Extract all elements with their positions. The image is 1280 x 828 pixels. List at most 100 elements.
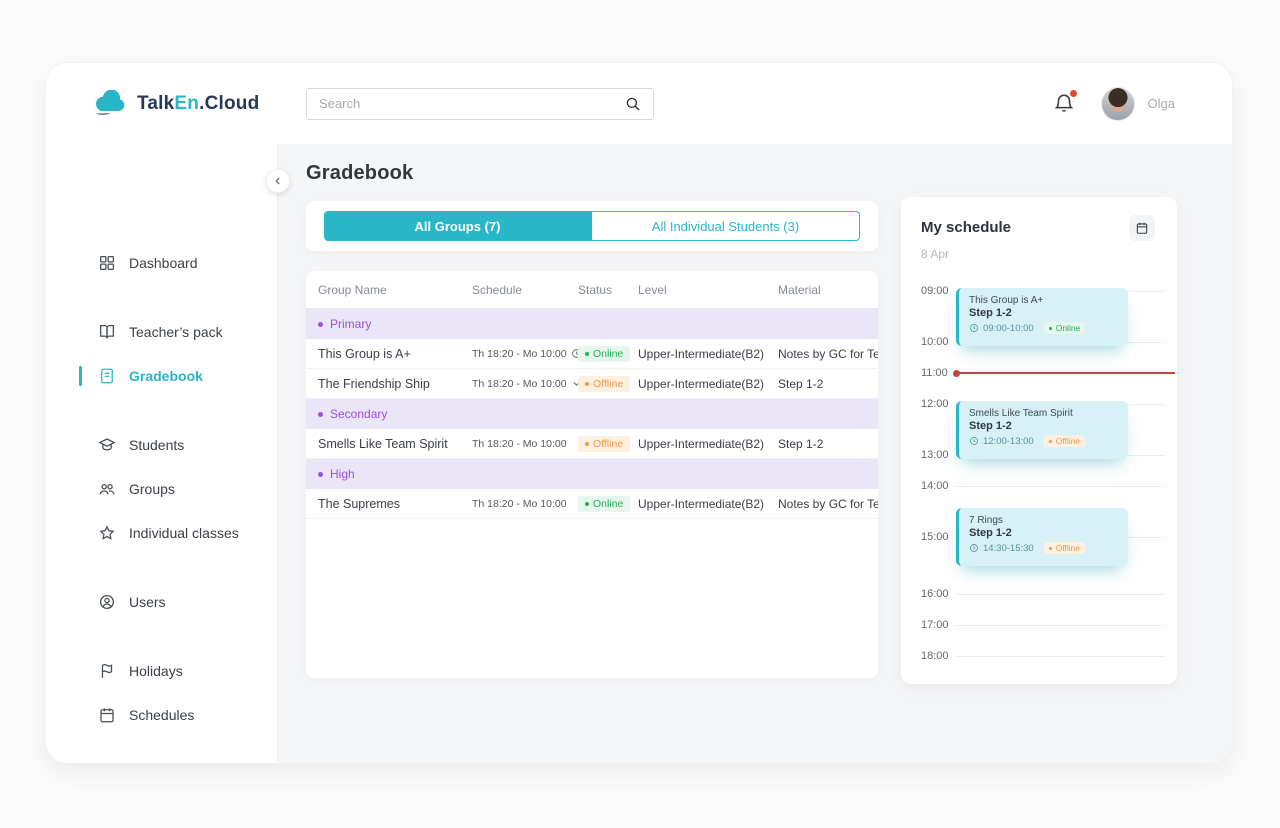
user-avatar[interactable] (1100, 86, 1135, 121)
schedule-event[interactable]: This Group is A+ Step 1-2 09:00-10:00 On… (956, 288, 1128, 346)
table-row[interactable]: The Friendship Ship Th 18:20 - Mo 10:00 … (306, 369, 878, 399)
tab-all-groups[interactable]: All Groups (7) (324, 211, 591, 241)
flag-icon (98, 662, 116, 680)
sidebar-item-label: Individual classes (129, 525, 239, 541)
event-time: 12:00-13:00 (983, 435, 1034, 447)
sidebar-item-teachers-pack[interactable]: Teacher’s pack (46, 310, 277, 354)
table-row[interactable]: Smells Like Team Spirit Th 18:20 - Mo 10… (306, 429, 878, 459)
status-badge: Offline (1043, 542, 1086, 554)
group-material: Notes by GC for Teen (778, 496, 878, 511)
sidebar-item-gradebook[interactable]: Gradebook (46, 354, 277, 398)
event-title: This Group is A+ (969, 295, 1044, 306)
people-icon (98, 480, 116, 498)
sidebar-item-schedules[interactable]: Schedules (46, 693, 277, 737)
clock-icon (969, 543, 979, 553)
section-row-secondary: Secondary (306, 399, 878, 429)
group-level: Upper-Intermediate(B2) (638, 436, 765, 451)
cloud-logo-icon (91, 90, 129, 117)
group-level: Upper-Intermediate(B2) (638, 346, 765, 361)
tab-all-individual-students[interactable]: All Individual Students (3) (591, 211, 860, 241)
notification-bell-icon[interactable] (1053, 89, 1077, 116)
event-step: Step 1-2 (969, 420, 1012, 432)
graduation-cap-icon (98, 436, 116, 454)
group-name: This Group is A+ (318, 346, 411, 361)
sidebar-item-holidays[interactable]: Holidays (46, 649, 277, 693)
page-title: Gradebook (306, 162, 414, 184)
app-window: TalkEn.Cloud Olga (45, 62, 1233, 764)
section-row-primary: Primary (306, 309, 878, 339)
schedule-date: 8 Apr (921, 247, 950, 261)
group-level: Upper-Intermediate(B2) (638, 376, 765, 391)
event-title: Smells Like Team Spirit (969, 408, 1073, 419)
group-level: Upper-Intermediate(B2) (638, 496, 765, 511)
time-line (956, 594, 1165, 595)
time-label: 16:00 (921, 588, 949, 600)
sidebar-item-label: Teacher’s pack (129, 324, 223, 340)
main-content: Gradebook All Groups (7) All Individual … (278, 144, 1232, 763)
event-step: Step 1-2 (969, 527, 1012, 539)
chevron-down-icon[interactable] (571, 378, 582, 389)
search-input[interactable] (306, 87, 654, 120)
status-badge: Offline (578, 375, 631, 392)
schedule-event[interactable]: 7 Rings Step 1-2 14:30-15:30 Offline (956, 508, 1128, 566)
event-time: 14:30-15:30 (983, 542, 1034, 554)
sidebar-collapse-button[interactable] (266, 169, 290, 193)
group-material: Step 1-2 (778, 436, 824, 451)
sidebar-item-individual-classes[interactable]: Individual classes (46, 511, 277, 555)
dashboard-icon (98, 254, 116, 272)
schedule-event[interactable]: Smells Like Team Spirit Step 1-2 12:00-1… (956, 401, 1128, 459)
group-schedule: Th 18:20 - Mo 10:00 (472, 437, 567, 450)
sidebar-item-users[interactable]: Users (46, 580, 277, 624)
sidebar-item-label: Schedules (129, 707, 195, 723)
group-material: Notes by GC for Teen (778, 346, 878, 361)
sidebar-item-label: Dashboard (129, 255, 198, 271)
time-label: 12:00 (921, 398, 949, 410)
event-step: Step 1-2 (969, 307, 1012, 319)
my-schedule-panel: My schedule 8 Apr 09:00 10:00 11:00 12:0… (901, 197, 1177, 684)
calendar-picker-button[interactable] (1129, 215, 1155, 241)
user-name: Olga (1147, 96, 1175, 111)
table-row[interactable]: The Supremes Th 18:20 - Mo 10:00 Online … (306, 489, 878, 519)
search-icon[interactable] (624, 93, 646, 115)
time-label: 10:00 (921, 336, 949, 348)
table-row[interactable]: This Group is A+ Th 18:20 - Mo 10:00 Onl… (306, 339, 878, 369)
group-material: Step 1-2 (778, 376, 824, 391)
time-line (956, 656, 1165, 657)
group-schedule: Th 18:20 - Mo 10:00 (472, 348, 581, 360)
topbar-right: Olga (1053, 86, 1232, 121)
clock-icon (969, 323, 979, 333)
time-line (956, 625, 1165, 626)
schedule-title: My schedule (921, 219, 1012, 236)
section-label: Primary (330, 317, 372, 331)
status-badge: Offline (578, 435, 631, 452)
section-label: High (330, 467, 355, 481)
user-circle-icon (98, 593, 116, 611)
group-name: Smells Like Team Spirit (318, 436, 448, 451)
sidebar-item-label: Users (129, 594, 166, 610)
status-badge: Online (578, 495, 631, 512)
search-box (306, 87, 654, 120)
time-label: 17:00 (921, 619, 949, 631)
column-material: Material (778, 282, 821, 297)
time-line (956, 486, 1165, 487)
event-title: 7 Rings (969, 515, 1003, 526)
sidebar-item-label: Gradebook (129, 368, 203, 384)
section-dot (318, 321, 323, 327)
time-line (956, 373, 1165, 374)
sidebar-item-dashboard[interactable]: Dashboard (46, 241, 277, 285)
time-label: 18:00 (921, 650, 949, 662)
sidebar-item-label: Groups (129, 481, 175, 497)
sidebar-item-groups[interactable]: Groups (46, 467, 277, 511)
column-group-name: Group Name (318, 282, 387, 297)
section-row-high: High (306, 459, 878, 489)
group-schedule: Th 18:20 - Mo 10:00 (472, 497, 567, 510)
sidebar-item-students[interactable]: Students (46, 423, 277, 467)
gradebook-table: Group Name Schedule Status Level Materia… (306, 271, 878, 678)
clock-icon (969, 436, 979, 446)
group-name: The Friendship Ship (318, 376, 430, 391)
topbar: TalkEn.Cloud Olga (46, 63, 1232, 144)
brand-logo[interactable]: TalkEn.Cloud (91, 90, 306, 117)
section-dot (318, 411, 323, 417)
group-name: The Supremes (318, 496, 400, 511)
event-time: 09:00-10:00 (983, 322, 1034, 334)
